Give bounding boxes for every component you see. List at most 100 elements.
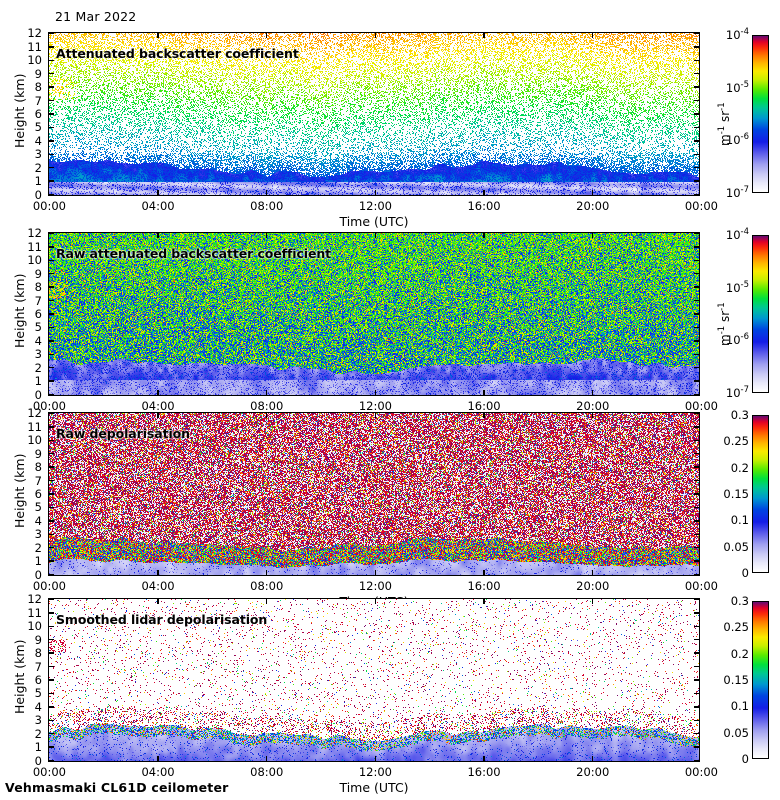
colorbar-tick-label: 0.25 [723,620,749,635]
x-tick-mark [266,756,268,762]
y-tick-mark [48,167,54,169]
x-tick-mark-top [592,232,594,238]
y-tick-mark [48,32,54,35]
y-tick-label: 11 [27,39,42,54]
plot-area-smoothed-lidar-depolarisation[interactable] [48,598,700,762]
colorbar-tick-label: 0.1 [730,699,749,714]
x-tick-mark [157,570,159,576]
x-tick-label: 16:00 [467,765,501,779]
x-tick-mark-top [374,412,377,418]
x-tick-mark-top [157,232,159,238]
plot-area-raw-attenuated-backscatter[interactable] [48,232,700,396]
y-tick-label: 3 [34,527,42,542]
y-tick-mark [48,719,54,721]
x-axis-label: Time (UTC) [339,780,409,795]
y-tick-mark-right [694,180,700,182]
x-tick-mark [483,190,485,196]
y-tick-mark [48,547,54,549]
x-tick-mark [374,390,377,396]
colorbar-tick-label: 10-5 [725,79,749,95]
y-tick-mark [48,153,54,155]
panel-title-raw-attenuated-backscatter: Raw attenuated backscatter coefficient [56,246,332,261]
y-tick-mark-right [694,453,700,455]
x-tick-label: 16:00 [467,579,501,593]
heatmap-canvas-attenuated-backscatter [49,33,699,195]
y-axis-label: Height (km) [12,73,27,148]
y-tick-label: 5 [34,120,42,135]
y-tick-label: 11 [27,605,42,620]
y-tick-mark-right [694,46,700,48]
y-tick-label: 6 [34,307,42,321]
figure-footer: Vehmasmaki CL61D ceilometer [5,780,229,795]
y-tick-mark [48,286,54,288]
y-tick-label: 6 [34,487,42,501]
x-axis-label: Time (UTC) [339,214,409,229]
y-tick-mark-right [694,367,700,369]
y-tick-mark [48,126,54,129]
x-tick-mark [592,570,594,576]
x-tick-label: 08:00 [250,199,284,213]
y-tick-mark-right [694,246,700,248]
y-tick-label: 2 [34,360,42,375]
x-tick-mark [157,390,159,396]
colorbar-tick-label: 0 [741,566,749,580]
y-tick-label: 10 [27,619,42,634]
colorbar-tick-label: 10-6 [725,132,749,148]
y-tick-mark [48,598,54,601]
colorbar-tick-label: 0.15 [723,487,749,501]
y-tick-mark [48,506,54,509]
y-tick-mark-right [694,232,700,235]
colorbar-tick-label: 0.3 [730,408,749,422]
x-tick-mark-top [266,232,268,238]
x-tick-mark-top [157,412,159,418]
x-tick-mark-top [483,598,485,604]
y-tick-label: 4 [34,513,42,528]
x-tick-label: 12:00 [358,399,392,413]
x-tick-mark [483,756,485,762]
y-tick-mark-right [694,167,700,169]
y-tick-mark-right [694,573,700,576]
y-tick-mark [48,340,54,342]
panel-title-raw-depolarisation: Raw depolarisation [56,426,190,441]
x-tick-label: 00:00 [32,579,66,593]
y-tick-mark-right [694,286,700,288]
y-tick-mark [48,259,54,261]
x-tick-mark [157,756,159,762]
y-tick-mark [48,679,54,681]
x-tick-mark-top [483,412,485,418]
colorbar-tick-label: 0.2 [730,646,749,661]
y-tick-label: 4 [34,333,42,348]
y-tick-label: 7 [34,293,42,308]
y-tick-mark-right [694,493,700,495]
colorbar-tick-label: 0.25 [723,434,749,449]
x-tick-label: 08:00 [250,579,284,593]
y-tick-label: 7 [34,473,42,488]
x-tick-mark [374,570,377,576]
x-tick-mark-top [374,232,377,238]
y-tick-mark-right [694,353,700,355]
y-tick-label: 9 [34,266,42,281]
y-tick-mark-right [694,692,700,695]
y-tick-mark-right [694,733,700,735]
y-tick-mark-right [694,340,700,342]
y-tick-mark-right [694,426,700,428]
colorbar-tick-label: 10-7 [725,185,749,200]
y-tick-label: 5 [34,500,42,515]
y-tick-mark-right [694,598,700,601]
y-tick-mark [48,466,54,468]
y-tick-mark-right [694,547,700,549]
y-tick-label: 8 [34,80,42,95]
y-tick-mark [48,193,54,196]
y-tick-mark-right [694,73,700,75]
plot-area-raw-depolarisation[interactable] [48,412,700,576]
x-tick-mark [266,570,268,576]
x-tick-label: 12:00 [358,199,392,213]
colorbar-tick-label: 10-4 [725,227,749,242]
y-tick-label: 0 [34,187,42,202]
y-tick-label: 10 [27,433,42,448]
plot-area-attenuated-backscatter[interactable] [48,32,700,196]
y-axis-label: Height (km) [12,273,27,348]
y-tick-label: 5 [34,320,42,335]
colorbar-tick-label: 10-7 [725,385,749,400]
